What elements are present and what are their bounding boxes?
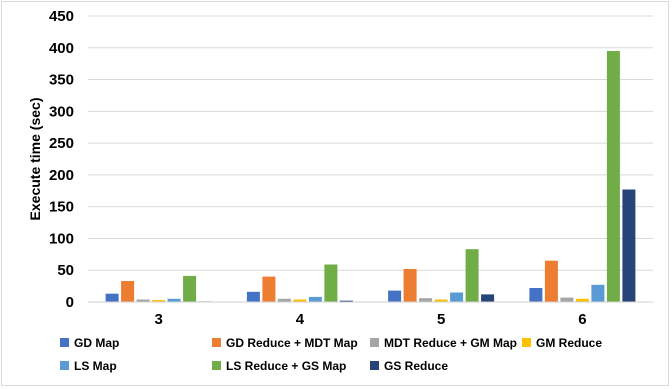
y-tick-label: 300 xyxy=(49,103,74,120)
legend-item: GM Reduce xyxy=(522,336,602,350)
bar xyxy=(575,298,589,302)
legend-swatch xyxy=(370,338,379,347)
bar xyxy=(403,269,417,302)
bar xyxy=(324,264,338,302)
legend-swatch xyxy=(370,361,379,370)
y-tick-label: 100 xyxy=(49,230,74,247)
x-tick-label: 3 xyxy=(154,311,162,328)
bar xyxy=(293,299,307,302)
bar xyxy=(167,298,181,302)
x-tick-labels: 3 4 5 6 xyxy=(154,311,586,328)
y-axis-label: Execute time (sec) xyxy=(27,98,43,221)
legend-label: LS Map xyxy=(74,359,117,373)
legend-swatch xyxy=(212,338,221,347)
y-tick-label: 50 xyxy=(57,262,74,279)
legend: GD Map GD Reduce + MDT Map MDT Reduce + GM… xyxy=(60,336,602,373)
x-tick-label: 6 xyxy=(578,311,586,328)
y-tick-label: 400 xyxy=(49,40,74,57)
y-tick-labels: 0 50 100 150 200 250 300 350 400 450 xyxy=(49,8,74,311)
bar xyxy=(339,300,353,302)
bar xyxy=(560,297,574,302)
bar xyxy=(529,288,543,302)
x-tick-label: 4 xyxy=(296,311,305,328)
bars xyxy=(105,51,636,302)
legend-item: MDT Reduce + GM Map xyxy=(370,336,517,350)
legend-label: GS Reduce xyxy=(384,359,448,373)
bar xyxy=(622,189,636,302)
y-tick-label: 0 xyxy=(66,294,74,311)
legend-label: LS Reduce + GS Map xyxy=(226,359,346,373)
bar xyxy=(419,298,433,302)
legend-swatch xyxy=(522,338,531,347)
legend-item: GS Reduce xyxy=(370,359,448,373)
x-tick-label: 5 xyxy=(437,311,445,328)
legend-label: GM Reduce xyxy=(536,336,602,350)
legend-label: GD Map xyxy=(74,336,119,350)
bar xyxy=(450,292,464,302)
bar xyxy=(262,276,276,302)
bar xyxy=(277,298,291,302)
bar xyxy=(246,291,260,302)
gridlines xyxy=(88,15,653,271)
legend-swatch xyxy=(212,361,221,370)
y-tick-label: 250 xyxy=(49,135,74,152)
y-tick-label: 450 xyxy=(49,8,74,25)
bar xyxy=(465,249,479,302)
legend-item: GD Reduce + MDT Map xyxy=(212,336,358,350)
bar xyxy=(544,260,558,302)
y-tick-label: 200 xyxy=(49,167,74,184)
legend-label: MDT Reduce + GM Map xyxy=(384,336,517,350)
legend-swatch xyxy=(60,338,69,347)
bar xyxy=(308,296,322,302)
bar xyxy=(152,300,166,302)
y-tick-label: 150 xyxy=(49,199,74,216)
bar xyxy=(121,281,135,302)
legend-item: GD Map xyxy=(60,336,119,350)
legend-item: LS Reduce + GS Map xyxy=(212,359,346,373)
bar xyxy=(606,51,620,302)
bar xyxy=(136,299,150,302)
bar xyxy=(105,293,119,302)
y-tick-label: 350 xyxy=(49,72,74,89)
bar xyxy=(388,290,402,302)
legend-item: LS Map xyxy=(60,359,117,373)
bar xyxy=(481,294,495,302)
bar xyxy=(591,284,605,302)
legend-swatch xyxy=(60,361,69,370)
legend-label: GD Reduce + MDT Map xyxy=(226,336,358,350)
bar xyxy=(434,299,448,302)
bar xyxy=(183,275,197,302)
